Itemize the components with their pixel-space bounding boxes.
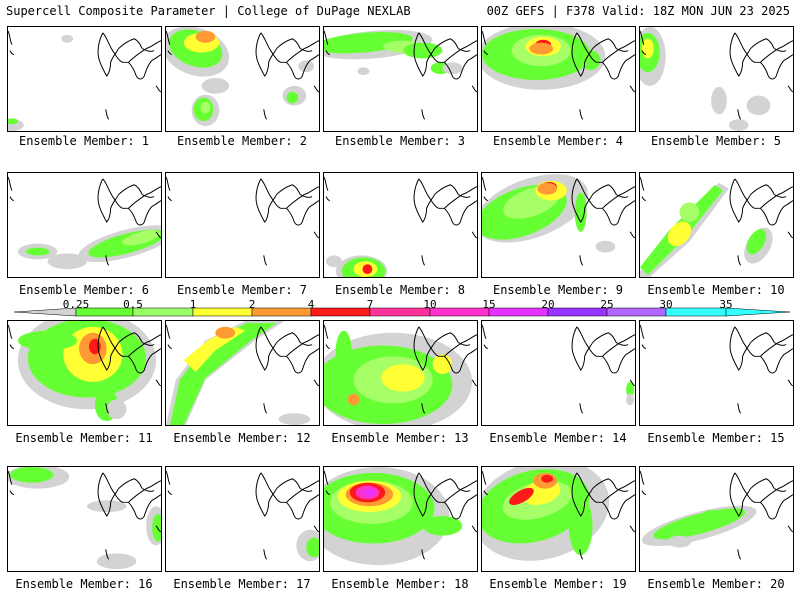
ensemble-member-label: Ensemble Member: 14 (489, 431, 627, 445)
ensemble-map-panel (639, 26, 794, 132)
ensemble-member-label: Ensemble Member: 4 (492, 134, 624, 148)
ensemble-map (482, 324, 635, 414)
ensemble-map (482, 27, 635, 120)
colorbar-bin (606, 307, 667, 317)
colorbar-tick-label: 2 (248, 298, 256, 311)
colorbar-bin (310, 307, 371, 317)
ensemble-member-label: Ensemble Member: 19 (489, 577, 627, 591)
ensemble-member-label: Ensemble Member: 5 (650, 134, 782, 148)
ensemble-member-label: Ensemble Member: 12 (173, 431, 311, 445)
colorbar-bin (547, 307, 608, 317)
ensemble-map-panel (7, 172, 162, 278)
colorbar-bin (665, 307, 727, 317)
ensemble-member-label: Ensemble Member: 16 (15, 577, 153, 591)
ensemble-member-label: Ensemble Member: 3 (334, 134, 466, 148)
ensemble-map (324, 324, 477, 425)
colorbar-bin (369, 307, 431, 317)
ensemble-member-label: Ensemble Member: 11 (15, 431, 153, 445)
colorbar-tick-label: 25 (600, 298, 614, 311)
ensemble-map-panel (323, 172, 478, 278)
colorbar-tick-label: 7 (366, 298, 374, 311)
ensemble-map (324, 176, 477, 277)
colorbar-tick-label: 15 (482, 298, 496, 311)
ensemble-member-label: Ensemble Member: 17 (173, 577, 311, 591)
ensemble-map-panel (481, 320, 636, 426)
ensemble-map (324, 467, 477, 566)
ensemble-map (166, 27, 319, 127)
ensemble-map (482, 174, 635, 266)
colorbar-bin (429, 307, 490, 317)
colorbar-tick-label: 35 (719, 298, 733, 311)
ensemble-map-panel (165, 466, 320, 572)
colorbar-tick-label: 0.5 (123, 298, 143, 311)
ensemble-map (8, 176, 161, 270)
ensemble-map (166, 470, 319, 562)
ensemble-map-panel (165, 26, 320, 132)
ensemble-member-label: Ensemble Member: 7 (176, 283, 308, 297)
colorbar-tick-label: 10 (423, 298, 437, 311)
ensemble-map-panel (7, 26, 162, 132)
ensemble-member-label: Ensemble Member: 18 (331, 577, 469, 591)
ensemble-map-panel (165, 172, 320, 278)
ensemble-member-label: Ensemble Member: 15 (647, 431, 785, 445)
ensemble-map (8, 30, 161, 131)
ensemble-map (8, 467, 161, 570)
ensemble-map (166, 176, 319, 266)
colorbar-tick-label: 20 (541, 298, 555, 311)
ensemble-member-label: Ensemble Member: 2 (176, 134, 308, 148)
ensemble-map-panel (323, 26, 478, 132)
ensemble-map-panel (7, 466, 162, 572)
ensemble-map (8, 321, 161, 422)
valid-time: 00Z GEFS | F378 Valid: 18Z MON JUN 23 20… (486, 4, 790, 18)
ensemble-map (166, 321, 319, 425)
ensemble-map-panel (165, 320, 320, 426)
ensemble-map-panel (639, 172, 794, 278)
colorbar-right-arrow (725, 307, 791, 317)
colorbar-bin (488, 307, 549, 317)
ensemble-map (640, 27, 793, 131)
page-title: Supercell Composite Parameter | College … (6, 4, 411, 18)
ensemble-member-label: Ensemble Member: 6 (18, 283, 150, 297)
ensemble-map-panel (323, 320, 478, 426)
colorbar-tick-label: 4 (307, 298, 315, 311)
ensemble-member-label: Ensemble Member: 9 (492, 283, 624, 297)
color-scale-bar (13, 307, 791, 317)
colorbar-bin (251, 307, 312, 317)
colorbar-bin (192, 307, 253, 317)
ensemble-map (640, 470, 793, 560)
colorbar-tick-label: 0.25 (62, 298, 90, 311)
ensemble-map-panel (639, 320, 794, 426)
ensemble-map-panel (7, 320, 162, 426)
ensemble-map-panel (481, 26, 636, 132)
colorbar-tick-label: 30 (659, 298, 673, 311)
ensemble-map-panel (323, 466, 478, 572)
ensemble-map-panel (481, 466, 636, 572)
ensemble-map (482, 467, 635, 561)
ensemble-map-panel (481, 172, 636, 278)
ensemble-member-label: Ensemble Member: 10 (647, 283, 785, 297)
ensemble-member-label: Ensemble Member: 1 (18, 134, 150, 148)
ensemble-member-label: Ensemble Member: 13 (331, 431, 469, 445)
ensemble-map (640, 324, 793, 414)
colorbar-tick-label: 1 (189, 298, 197, 311)
ensemble-map-panel (639, 466, 794, 572)
ensemble-member-label: Ensemble Member: 20 (647, 577, 785, 591)
ensemble-member-label: Ensemble Member: 8 (334, 283, 466, 297)
ensemble-map (640, 176, 793, 277)
ensemble-map (324, 30, 477, 120)
